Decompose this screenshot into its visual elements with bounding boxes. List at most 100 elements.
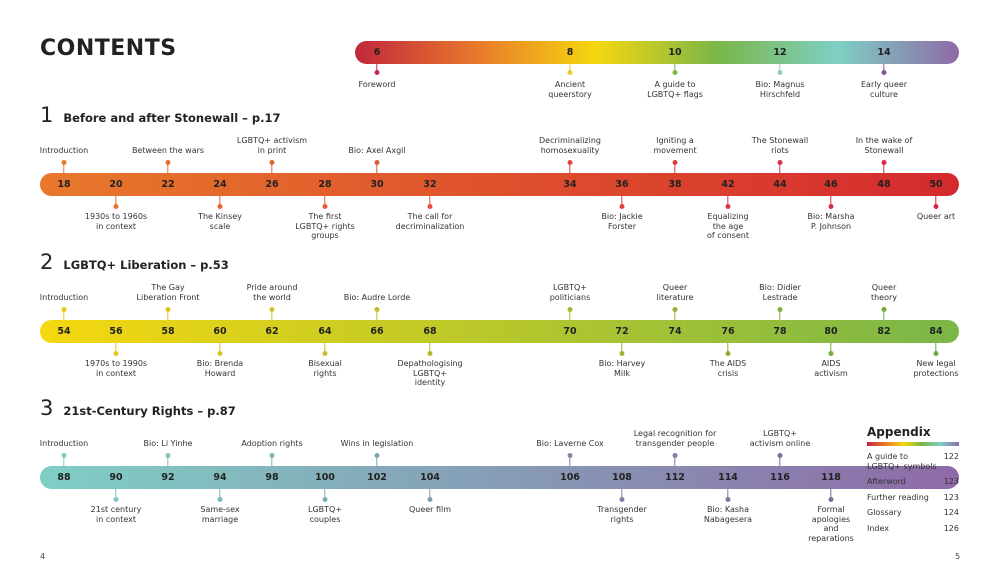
page-number[interactable]: 46 <box>824 179 838 190</box>
page-number[interactable]: 112 <box>665 472 685 483</box>
page-number[interactable]: 54 <box>57 326 71 337</box>
chapter-entry[interactable]: Introduction <box>39 292 89 302</box>
page-number[interactable]: 76 <box>721 326 735 337</box>
chapter-entry[interactable]: Wins in legislation <box>340 438 414 448</box>
page-number[interactable]: 38 <box>668 179 682 190</box>
page-number[interactable]: 34 <box>563 179 577 190</box>
chapter-entry[interactable]: Bio: Marsha P. Johnson <box>807 212 855 231</box>
page-number[interactable]: 78 <box>773 326 787 337</box>
chapter-entry[interactable]: Between the wars <box>131 145 205 155</box>
page-number[interactable]: 84 <box>929 326 943 337</box>
intro-page-number[interactable]: 10 <box>668 47 682 58</box>
page-number[interactable]: 50 <box>929 179 943 190</box>
chapter-entry[interactable]: Bio: Jackie Forster <box>601 212 643 231</box>
intro-page-number[interactable]: 8 <box>566 47 574 58</box>
chapter-entry[interactable]: Queer film <box>408 505 452 514</box>
page-number[interactable]: 94 <box>213 472 227 483</box>
chapter-entry[interactable]: Bio: Axel Axgil <box>348 145 406 155</box>
chapter-entry[interactable]: Same-sex marriage <box>200 505 240 524</box>
page-number[interactable]: 42 <box>721 179 735 190</box>
intro-entry[interactable]: Early queer culture <box>860 80 908 99</box>
chapter-entry[interactable]: Transgender rights <box>597 505 647 524</box>
chapter-entry[interactable]: The AIDS crisis <box>709 359 747 378</box>
page-number[interactable]: 36 <box>615 179 629 190</box>
intro-page-number[interactable]: 6 <box>373 47 381 58</box>
page-number[interactable]: 106 <box>560 472 580 483</box>
page-number[interactable]: 68 <box>423 326 437 337</box>
page-number[interactable]: 108 <box>612 472 632 483</box>
page-number[interactable]: 60 <box>213 326 227 337</box>
page-number[interactable]: 90 <box>109 472 123 483</box>
chapter-entry[interactable]: AIDS activism <box>814 359 848 378</box>
chapter-entry[interactable]: LGBTQ+ politicians <box>549 283 591 302</box>
chapter-entry[interactable]: Bisexual rights <box>308 359 342 378</box>
section-title[interactable]: Before and after Stonewall – p.17 <box>63 111 281 125</box>
page-number[interactable]: 104 <box>420 472 440 483</box>
page-number[interactable]: 62 <box>265 326 279 337</box>
intro-entry[interactable]: Foreword <box>358 80 396 89</box>
page-number[interactable]: 30 <box>370 179 384 190</box>
chapter-entry[interactable]: New legal protections <box>913 359 959 378</box>
appendix-item[interactable]: Further reading 123 <box>867 493 959 503</box>
chapter-entry[interactable]: Queer art <box>916 212 956 221</box>
page-number[interactable]: 24 <box>213 179 227 190</box>
appendix-item[interactable]: Afterword 123 <box>867 477 959 487</box>
intro-page-number[interactable]: 12 <box>773 47 787 58</box>
intro-entry[interactable]: Bio: Magnus Hirschfeld <box>755 80 805 99</box>
page-number[interactable]: 22 <box>161 179 175 190</box>
intro-entry[interactable]: Ancient queerstory <box>548 80 592 99</box>
section-title[interactable]: 21st-Century Rights – p.87 <box>63 404 236 418</box>
page-number[interactable]: 114 <box>718 472 738 483</box>
intro-page-number[interactable]: 14 <box>877 47 891 58</box>
chapter-entry[interactable]: Bio: Didier Lestrade <box>759 283 801 302</box>
page-number[interactable]: 88 <box>57 472 71 483</box>
chapter-entry[interactable]: The call for decriminalization <box>395 212 465 231</box>
chapter-entry[interactable]: The Gay Liberation Front <box>136 283 200 302</box>
chapter-entry[interactable]: Bio: Brenda Howard <box>196 359 244 378</box>
chapter-entry[interactable]: Depathologising LGBTQ+ identity <box>397 359 463 387</box>
intro-entry[interactable]: A guide to LGBTQ+ flags <box>647 80 703 99</box>
page-number[interactable]: 48 <box>877 179 891 190</box>
chapter-entry[interactable]: Introduction <box>39 438 89 448</box>
page-number[interactable]: 18 <box>57 179 71 190</box>
chapter-entry[interactable]: LGBTQ+ activism online <box>749 429 811 448</box>
page-number[interactable]: 70 <box>563 326 577 337</box>
appendix-item[interactable]: Index 126 <box>867 524 959 534</box>
chapter-entry[interactable]: Decriminalizing homosexuality <box>539 136 601 155</box>
page-number[interactable]: 64 <box>318 326 332 337</box>
page-number[interactable]: 80 <box>824 326 838 337</box>
chapter-entry[interactable]: 1930s to 1960s in context <box>84 212 148 231</box>
chapter-entry[interactable]: Bio: Harvey Milk <box>598 359 646 378</box>
chapter-entry[interactable]: Equalizing the age of consent <box>707 212 749 240</box>
page-number[interactable]: 32 <box>423 179 437 190</box>
page-number[interactable]: 116 <box>770 472 790 483</box>
page-number[interactable]: 56 <box>109 326 123 337</box>
chapter-entry[interactable]: Igniting a movement <box>653 136 697 155</box>
appendix-item[interactable]: Glossary 124 <box>867 508 959 518</box>
chapter-entry[interactable]: The Stonewall riots <box>751 136 809 155</box>
chapter-entry[interactable]: Formal apologies and reparations <box>808 505 854 543</box>
page-number[interactable]: 100 <box>315 472 335 483</box>
page-number[interactable]: 74 <box>668 326 682 337</box>
chapter-entry[interactable]: Queer literature <box>656 283 694 302</box>
page-number[interactable]: 20 <box>109 179 123 190</box>
page-number[interactable]: 26 <box>265 179 279 190</box>
page-number[interactable]: 82 <box>877 326 891 337</box>
page-number[interactable]: 58 <box>161 326 175 337</box>
chapter-entry[interactable]: Pride around the world <box>246 283 298 302</box>
chapter-entry[interactable]: Bio: Li Yinhe <box>143 438 193 448</box>
page-number[interactable]: 72 <box>615 326 629 337</box>
chapter-entry[interactable]: LGBTQ+ activism in print <box>236 136 308 155</box>
chapter-entry[interactable]: Queer theory <box>870 283 898 302</box>
appendix-item[interactable]: A guide to LGBTQ+ symbols 122 <box>867 452 959 471</box>
chapter-entry[interactable]: The first LGBTQ+ rights groups <box>295 212 355 240</box>
page-number[interactable]: 92 <box>161 472 175 483</box>
section-title[interactable]: LGBTQ+ Liberation – p.53 <box>63 258 229 272</box>
chapter-entry[interactable]: Bio: Laverne Cox <box>536 438 604 448</box>
chapter-entry[interactable]: LGBTQ+ couples <box>307 505 343 524</box>
chapter-entry[interactable]: Legal recognition for transgender people <box>633 429 717 448</box>
page-number[interactable]: 102 <box>367 472 387 483</box>
page-number[interactable]: 66 <box>370 326 384 337</box>
chapter-entry[interactable]: In the wake of Stonewall <box>855 136 913 155</box>
chapter-entry[interactable]: Bio: Audre Lorde <box>343 292 411 302</box>
